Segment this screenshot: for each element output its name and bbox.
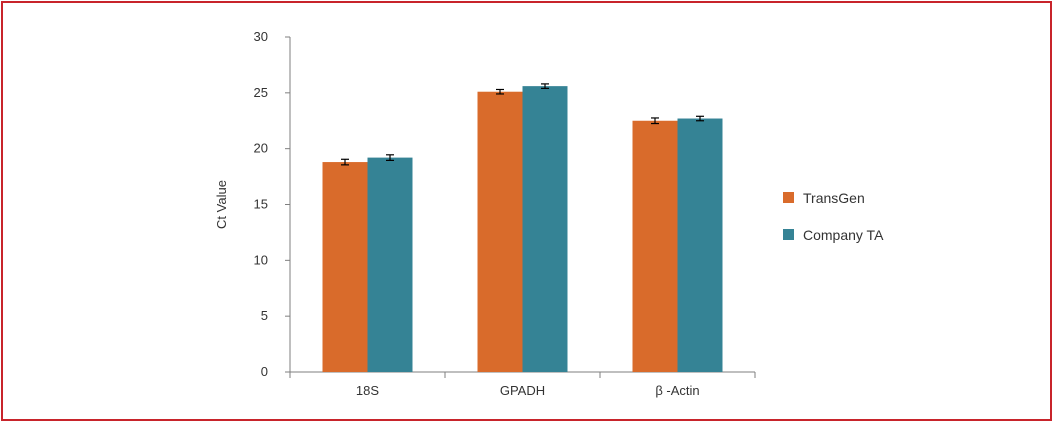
y-tick-label: 25 bbox=[254, 85, 268, 100]
x-axis: 18S GPADH β -Actin bbox=[289, 371, 756, 398]
error-bars bbox=[341, 83, 704, 166]
y-tick-label: 0 bbox=[261, 364, 268, 379]
legend-swatch bbox=[783, 192, 794, 203]
bar bbox=[367, 157, 413, 372]
y-tick-label: 20 bbox=[254, 141, 268, 156]
y-tick-label: 10 bbox=[254, 252, 268, 267]
y-tick-label: 30 bbox=[254, 29, 268, 44]
legend-swatch bbox=[783, 229, 794, 240]
y-tick-label: 15 bbox=[254, 197, 268, 212]
x-tick-label: 18S bbox=[356, 383, 379, 398]
bar bbox=[477, 91, 523, 372]
legend-label: TransGen bbox=[803, 190, 865, 206]
bar bbox=[632, 120, 678, 372]
y-axis-title: Ct Value bbox=[214, 180, 229, 229]
x-tick-label: GPADH bbox=[500, 383, 545, 398]
legend: TransGen Company TA bbox=[783, 190, 884, 243]
legend-label: Company TA bbox=[803, 227, 884, 243]
x-tick-label: β -Actin bbox=[655, 383, 699, 398]
bar bbox=[677, 118, 723, 373]
y-axis: 0 5 10 15 20 25 30 bbox=[254, 29, 291, 379]
bars bbox=[322, 86, 723, 373]
bar bbox=[522, 86, 568, 372]
y-tick-label: 5 bbox=[261, 308, 268, 323]
bar bbox=[322, 162, 368, 372]
